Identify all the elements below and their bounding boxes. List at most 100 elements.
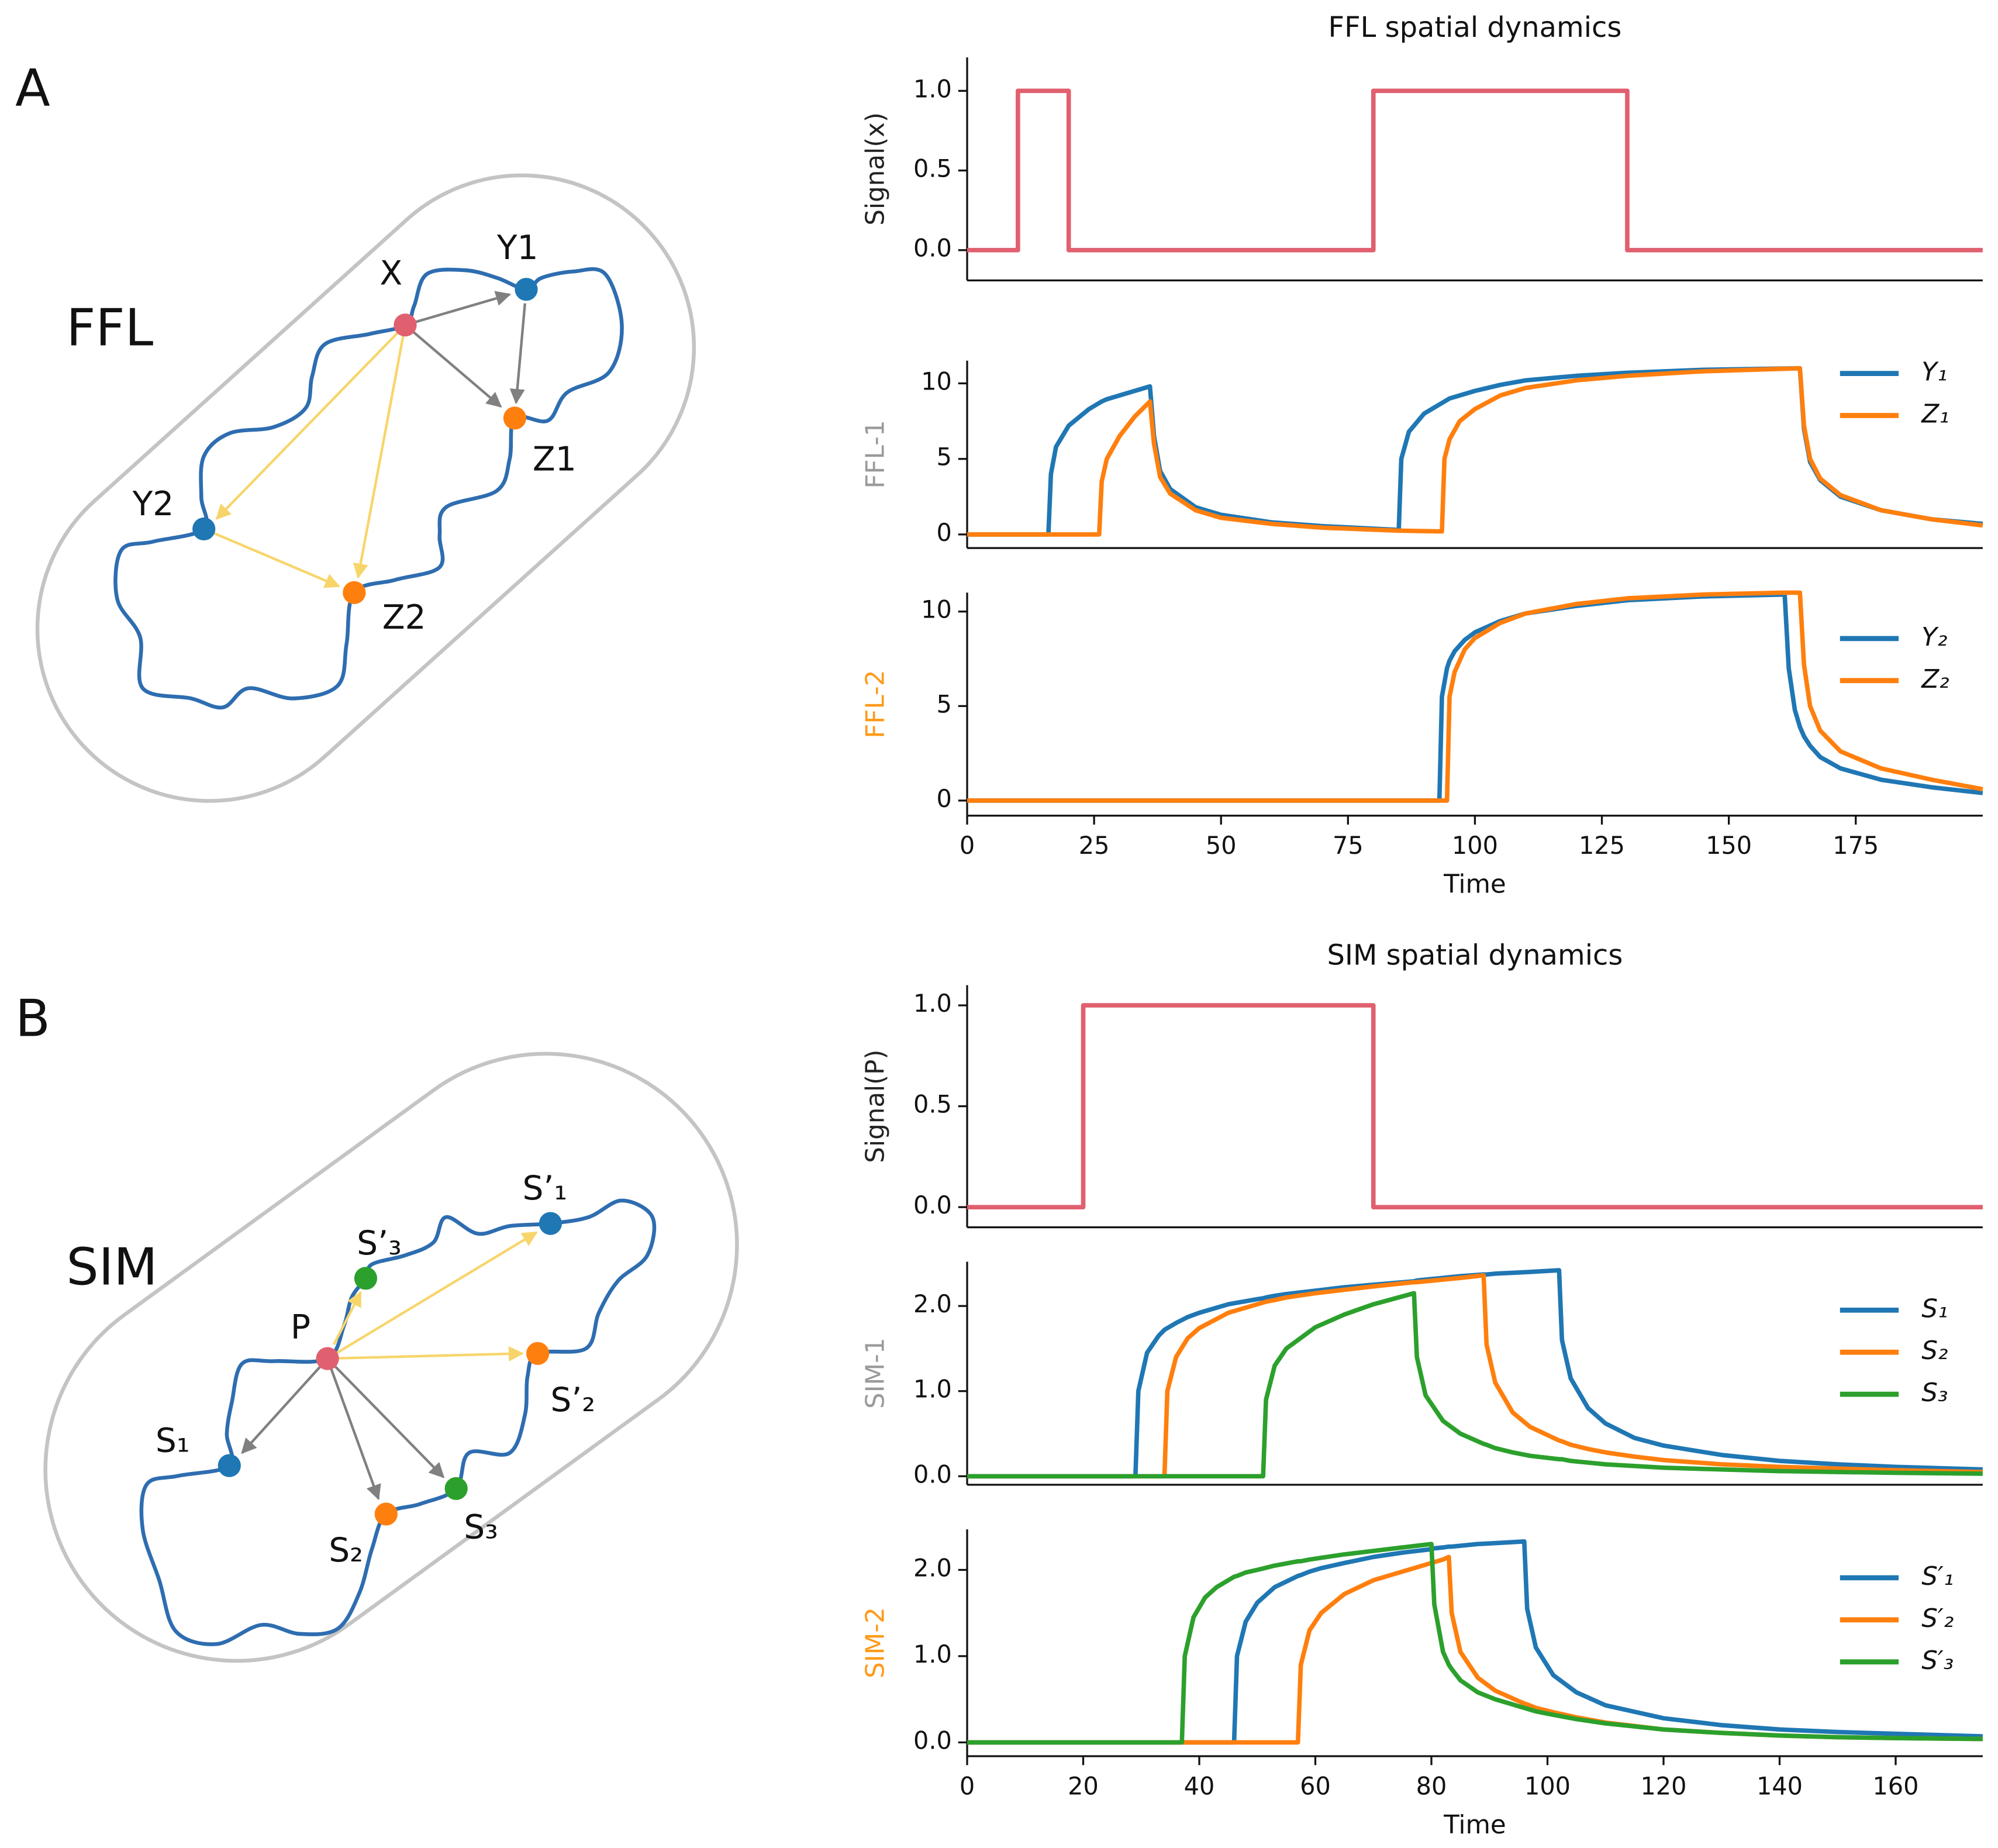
panel-label: A: [15, 58, 50, 118]
node: [503, 406, 527, 430]
y-tick-label: 1.0: [913, 1375, 952, 1404]
y-axis-label: SIM-2: [861, 1607, 890, 1678]
node-label: S₁: [156, 1422, 190, 1460]
y-tick-label: 0.0: [913, 235, 952, 263]
node-label: S’₁: [522, 1169, 567, 1208]
node: [218, 1454, 241, 1477]
x-tick-label: 40: [1184, 1773, 1215, 1801]
arrow: [333, 1291, 362, 1346]
arrow: [404, 324, 502, 408]
node-label: X: [379, 254, 402, 292]
y-tick-label: 2.0: [913, 1290, 952, 1318]
genome-loop: [113, 267, 624, 710]
node: [354, 1267, 378, 1290]
charts: 0.0 0.5 1.0 FFL spatial dynamics Signal(x) 0 5…: [861, 12, 1983, 1840]
y-tick-label: 0: [937, 785, 952, 813]
arrow: [509, 303, 527, 405]
x-axis-label: Time: [1443, 870, 1506, 899]
node: [394, 313, 417, 337]
y-axis-label: FFL-2: [861, 670, 890, 739]
y-tick-label: 0: [937, 519, 952, 547]
node: [316, 1347, 339, 1370]
y-axis-label: SIM-1: [861, 1337, 890, 1409]
y-tick-label: 1.0: [913, 1640, 952, 1668]
y-tick-label: 0.0: [913, 1191, 952, 1219]
x-tick-label: 100: [1524, 1773, 1571, 1801]
y-axis-label: FFL-1: [861, 420, 890, 488]
y-tick-label: 1.0: [913, 75, 952, 103]
x-tick-label: 0: [960, 1773, 975, 1801]
diagram-title: FFL: [66, 298, 153, 358]
node: [192, 517, 216, 541]
data-line: [967, 366, 1983, 537]
legend-label: Y₁: [1921, 358, 1947, 387]
genome-loop: [139, 1198, 657, 1646]
y-tick-label: 0.0: [913, 1726, 952, 1754]
x-tick-label: 125: [1579, 832, 1625, 860]
y-tick-label: 0.5: [913, 155, 952, 183]
legend-label: S′₃: [1921, 1646, 1954, 1675]
y-tick-label: 1.0: [913, 989, 952, 1018]
arrow: [405, 291, 512, 326]
arrow: [326, 1358, 381, 1501]
data-line: [967, 1291, 1983, 1479]
arrow: [215, 324, 406, 520]
data-line: [967, 366, 1983, 537]
x-tick-label: 120: [1640, 1773, 1686, 1801]
node-label: S’₂: [550, 1381, 595, 1419]
legend-label: S₃: [1921, 1378, 1948, 1408]
x-axis-label: Time: [1443, 1811, 1506, 1840]
legend-label: S₁: [1921, 1294, 1948, 1323]
node: [343, 581, 366, 605]
legend-label: Z₂: [1921, 665, 1949, 694]
legend-label: S′₁: [1921, 1562, 1954, 1591]
y-tick-label: 0.5: [913, 1091, 952, 1119]
legend-label: Z₁: [1921, 399, 1949, 429]
arrow: [353, 325, 407, 579]
x-tick-label: 100: [1452, 832, 1498, 860]
y-tick-label: 5: [937, 690, 952, 718]
data-line: [967, 1268, 1983, 1479]
y-tick-label: 5: [937, 443, 952, 471]
x-tick-label: 80: [1416, 1773, 1447, 1801]
node: [444, 1477, 468, 1501]
data-line: [967, 1542, 1983, 1745]
ffl-diagram: A FFL X Y1 Z1 Y2 Z2: [15, 58, 696, 803]
x-tick-label: 60: [1300, 1773, 1331, 1801]
data-line: [967, 1003, 1983, 1209]
chart-title: FFL spatial dynamics: [1328, 12, 1622, 44]
y-tick-label: 10: [921, 596, 952, 624]
legend-label: S′₂: [1921, 1604, 1954, 1633]
y-tick-label: 2.0: [913, 1554, 952, 1582]
node: [539, 1212, 563, 1235]
node-label: Y1: [496, 229, 539, 267]
data-line: [967, 590, 1983, 803]
cell-outline: [35, 173, 696, 803]
y-tick-label: 10: [921, 368, 952, 396]
x-tick-label: 25: [1079, 832, 1110, 860]
node: [374, 1502, 398, 1526]
y-axis-label: Signal(P): [861, 1050, 890, 1163]
node-label: Y2: [132, 485, 174, 523]
arrow: [327, 1346, 524, 1362]
x-tick-label: 175: [1833, 832, 1879, 860]
x-tick-label: 50: [1206, 832, 1237, 860]
node-label: Z2: [382, 598, 426, 637]
chart-title: SIM spatial dynamics: [1327, 940, 1623, 972]
arrow: [326, 1357, 445, 1478]
data-line: [967, 592, 1983, 803]
x-tick-label: 20: [1068, 1773, 1099, 1801]
x-tick-label: 75: [1333, 832, 1364, 860]
data-line: [967, 1554, 1983, 1745]
node: [526, 1342, 550, 1366]
panel-label: B: [15, 989, 50, 1049]
node-label: Z1: [533, 440, 577, 479]
y-axis-label: Signal(x): [861, 112, 890, 226]
data-line: [967, 88, 1983, 253]
data-line: [967, 1273, 1983, 1479]
x-tick-label: 0: [960, 832, 975, 860]
sim-diagram: B SIM P S’₁ S’₃ S’₂ S₁ S₂ S₃: [15, 989, 739, 1663]
legend-label: Y₂: [1921, 623, 1947, 652]
